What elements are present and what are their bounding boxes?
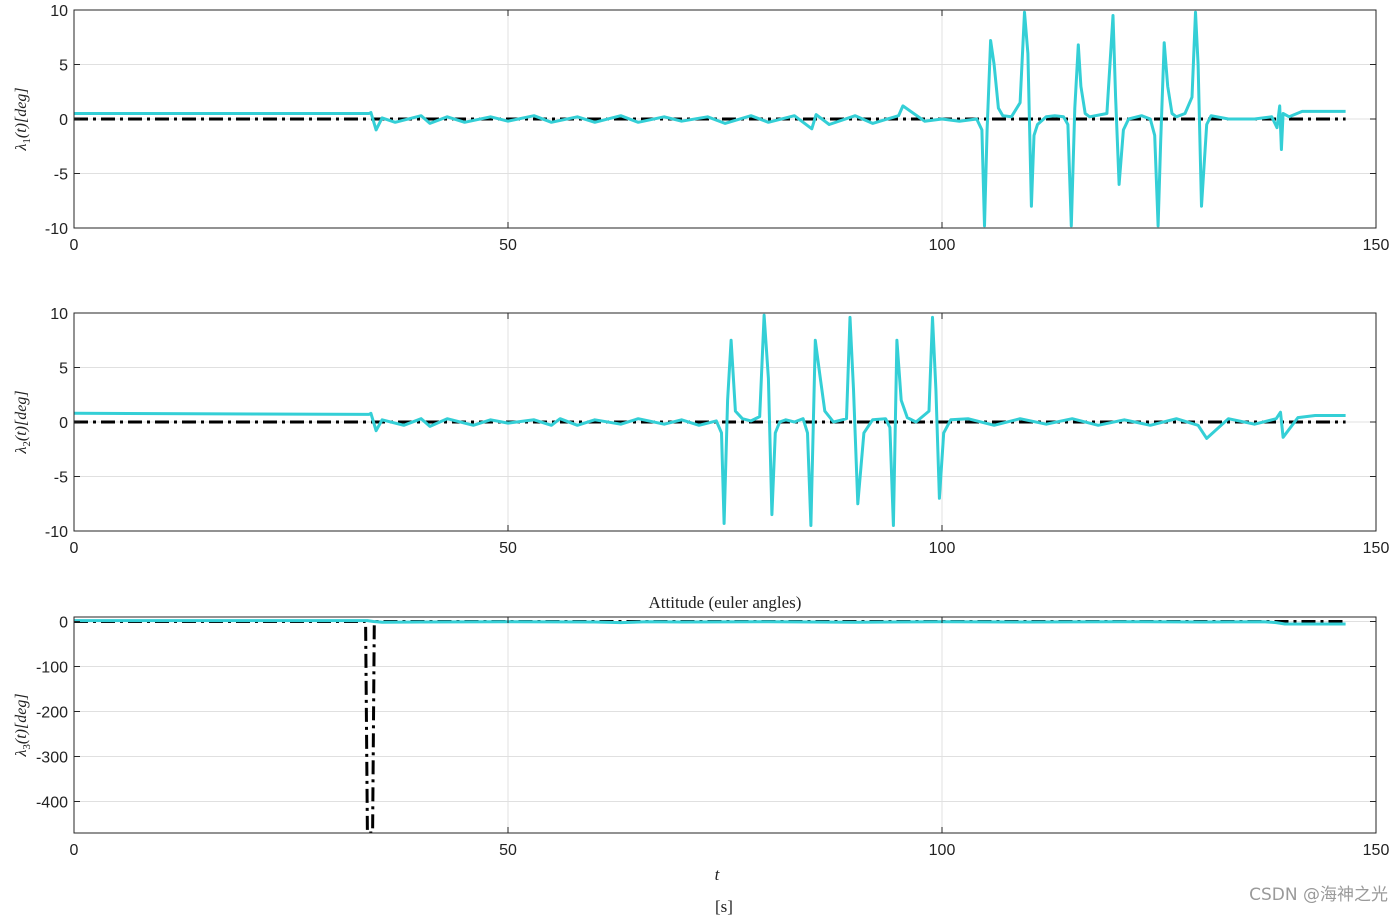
x-tick-label: 0 — [70, 540, 79, 557]
y-tick-label: -10 — [45, 524, 68, 541]
x-tick-label: 150 — [1363, 540, 1390, 557]
y-tick-label: -5 — [54, 167, 68, 184]
chart-title: Attitude (euler angles) — [649, 593, 802, 612]
y-tick-label: 5 — [59, 58, 68, 75]
x-axis-unit: [s] — [715, 897, 733, 916]
x-tick-label: 150 — [1363, 842, 1390, 859]
x-tick-label: 50 — [499, 237, 517, 254]
y-tick-label: -200 — [36, 705, 68, 722]
x-tick-label: 150 — [1363, 237, 1390, 254]
y-tick-label: -10 — [45, 221, 68, 238]
x-tick-label: 50 — [499, 842, 517, 859]
x-tick-label: 100 — [929, 237, 956, 254]
watermark-text: CSDN @海神之光 — [1249, 885, 1388, 905]
y-tick-label: -5 — [54, 470, 68, 487]
y-axis-label: λ1(t)[deg] — [13, 87, 33, 151]
axes-box — [73, 616, 1377, 834]
subplot-lambda3: 0 50 100 150 0 -100 -200 -300 -400 λ3(t)[deg] Atti… — [13, 593, 1389, 859]
y-tick-label: -100 — [36, 660, 68, 677]
series-line-measured — [74, 313, 1346, 527]
series-line-measured — [74, 10, 1346, 228]
y-tick-label: 0 — [59, 112, 68, 129]
x-tick-label: 0 — [70, 237, 79, 254]
y-tick-label: 0 — [59, 415, 68, 432]
x-axis-label: t — [715, 865, 721, 884]
x-tick-label: 0 — [70, 842, 79, 859]
x-tick-label: 100 — [929, 540, 956, 557]
y-tick-label: 10 — [50, 306, 68, 323]
x-tick-label: 100 — [929, 842, 956, 859]
plot-area — [74, 617, 1376, 833]
series-line-measured — [74, 619, 1346, 626]
x-tick-label: 50 — [499, 540, 517, 557]
y-tick-label: -400 — [36, 795, 68, 812]
y-axis-label: λ3(t)[deg] — [13, 693, 33, 757]
y-tick-label: 5 — [59, 361, 68, 378]
y-axis-label: λ2(t)[deg] — [13, 390, 33, 454]
y-tick-label: -300 — [36, 750, 68, 767]
y-tick-label: 10 — [50, 3, 68, 20]
y-tick-label: 0 — [59, 615, 68, 632]
